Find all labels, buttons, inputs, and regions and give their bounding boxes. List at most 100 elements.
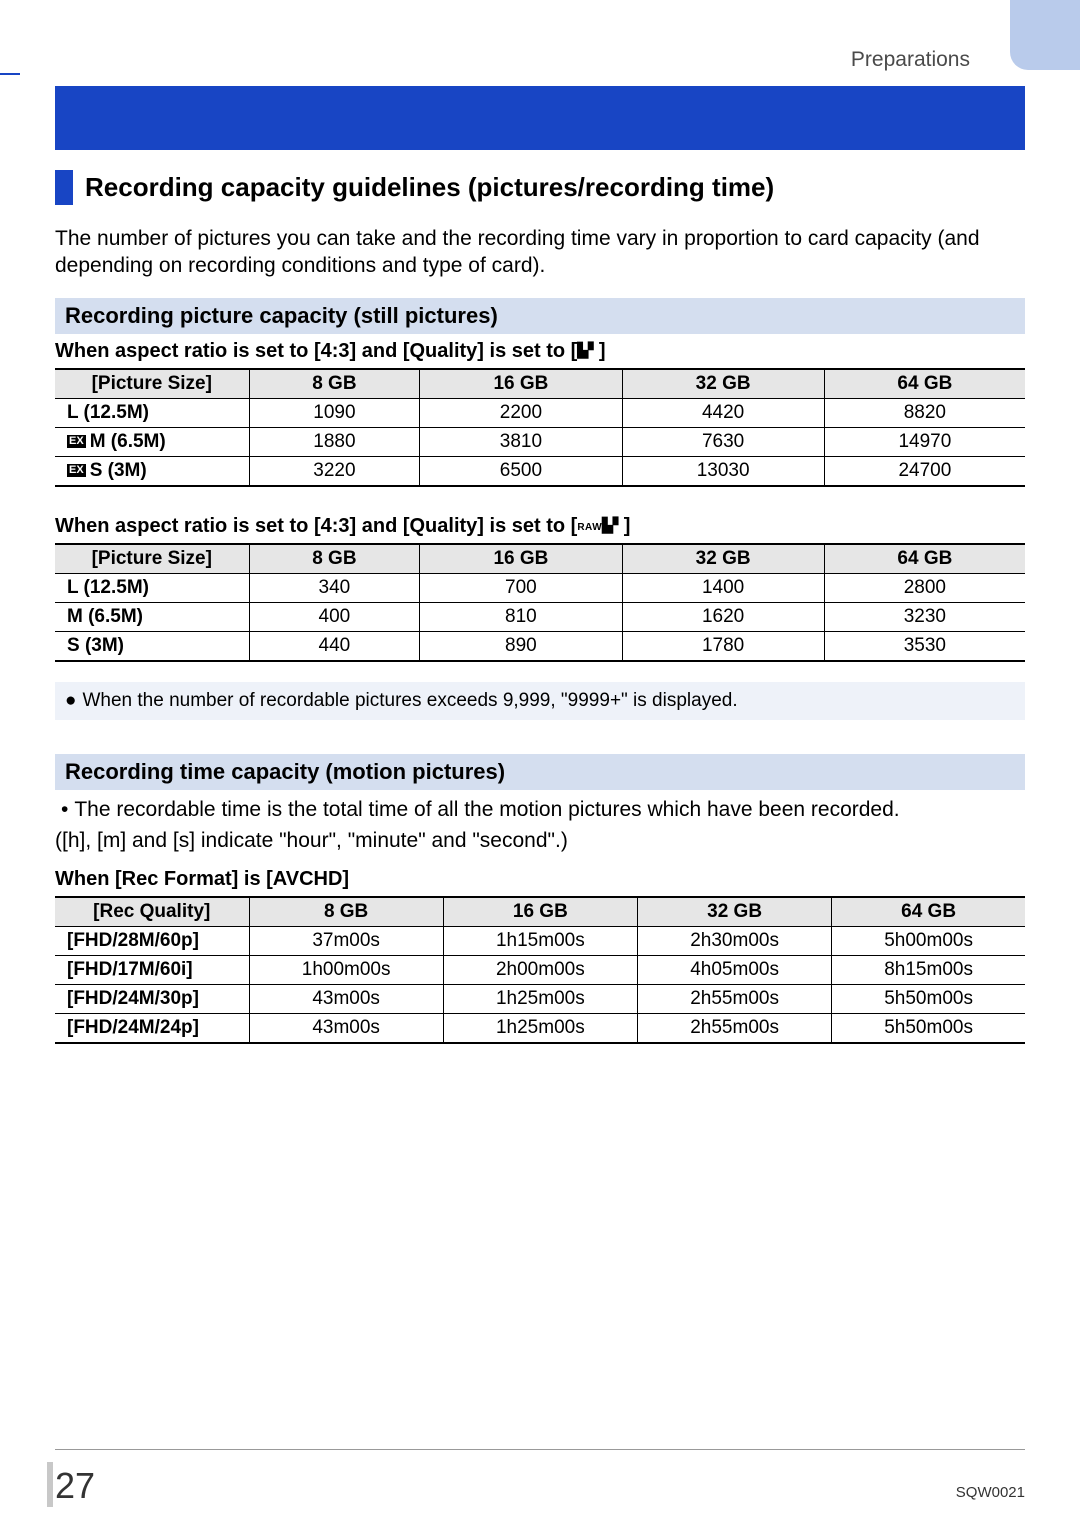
table-cell: 3810 bbox=[420, 427, 622, 456]
table-cell: 14970 bbox=[824, 427, 1025, 456]
table-cell: 1620 bbox=[622, 602, 824, 631]
table-cell: 340 bbox=[249, 573, 420, 602]
corner-tab bbox=[1010, 0, 1080, 70]
table-col-header: [Picture Size] bbox=[55, 369, 249, 399]
table-cell: 1400 bbox=[622, 573, 824, 602]
table-col-header: 8 GB bbox=[249, 897, 443, 927]
table-cell: 7630 bbox=[622, 427, 824, 456]
top-hairline bbox=[0, 73, 20, 75]
table-row: EXM (6.5M)18803810763014970 bbox=[55, 427, 1025, 456]
table-col-header: 16 GB bbox=[420, 544, 622, 574]
table-col-header: 32 GB bbox=[622, 369, 824, 399]
table-cell: 5h50m00s bbox=[832, 1014, 1025, 1044]
table-cell: 43m00s bbox=[249, 1014, 443, 1044]
table-cell: 5h50m00s bbox=[832, 985, 1025, 1014]
table-cell: 8h15m00s bbox=[832, 956, 1025, 985]
table-cell: 700 bbox=[420, 573, 622, 602]
table-col-header: 64 GB bbox=[824, 544, 1025, 574]
condition-quality-raw: When aspect ratio is set to [4:3] and [Q… bbox=[55, 515, 1025, 538]
table-cell: 8820 bbox=[824, 398, 1025, 427]
ex-badge: EX bbox=[67, 464, 86, 477]
table-cell: 24700 bbox=[824, 456, 1025, 486]
cond-avchd-text: When [Rec Format] is [AVCHD] bbox=[55, 868, 349, 891]
row-label: EXM (6.5M) bbox=[55, 427, 249, 456]
row-label: [FHD/24M/30p] bbox=[55, 985, 249, 1014]
table-picture-raw: [Picture Size]8 GB16 GB32 GB64 GB L (12.… bbox=[55, 543, 1025, 662]
title-bar bbox=[55, 86, 1025, 150]
table-row: L (12.5M)34070014002800 bbox=[55, 573, 1025, 602]
bullet-recordable-text: The recordable time is the total time of… bbox=[74, 796, 899, 823]
condition-avchd: When [Rec Format] is [AVCHD] bbox=[55, 868, 1025, 891]
intro-text: The number of pictures you can take and … bbox=[55, 225, 1025, 280]
row-label: S (3M) bbox=[55, 631, 249, 661]
condition-quality-fine: When aspect ratio is set to [4:3] and [Q… bbox=[55, 340, 1025, 363]
row-label: [FHD/28M/60p] bbox=[55, 927, 249, 956]
table-cell: 2h30m00s bbox=[637, 927, 831, 956]
page-content: Recording capacity guidelines (pictures/… bbox=[55, 170, 1025, 1072]
quality-raw-icon: ▙▘ bbox=[602, 517, 624, 534]
table-col-header: 16 GB bbox=[420, 369, 622, 399]
quality-raw-label: RAW bbox=[577, 522, 602, 533]
table-cell: 13030 bbox=[622, 456, 824, 486]
table-row: [FHD/24M/24p]43m00s1h25m00s2h55m00s5h50m… bbox=[55, 1014, 1025, 1044]
table-cell: 3220 bbox=[249, 456, 420, 486]
cond1-suffix: ] bbox=[599, 340, 606, 363]
table-cell: 1780 bbox=[622, 631, 824, 661]
legend-hms: ([h], [m] and [s] indicate "hour", "minu… bbox=[55, 827, 1025, 854]
table-cell: 1h25m00s bbox=[443, 985, 637, 1014]
table-cell: 1h00m00s bbox=[249, 956, 443, 985]
table-row: L (12.5M)1090220044208820 bbox=[55, 398, 1025, 427]
table-cell: 37m00s bbox=[249, 927, 443, 956]
table-col-header: 8 GB bbox=[249, 544, 420, 574]
table-cell: 2200 bbox=[420, 398, 622, 427]
bullet-icon: ● bbox=[65, 690, 76, 712]
table-cell: 810 bbox=[420, 602, 622, 631]
row-label: [FHD/17M/60i] bbox=[55, 956, 249, 985]
table-cell: 43m00s bbox=[249, 985, 443, 1014]
table-cell: 6500 bbox=[420, 456, 622, 486]
row-label: M (6.5M) bbox=[55, 602, 249, 631]
table-row: M (6.5M)40081016203230 bbox=[55, 602, 1025, 631]
table-cell: 2h55m00s bbox=[637, 985, 831, 1014]
table-col-header: 8 GB bbox=[249, 369, 420, 399]
table-cell: 2800 bbox=[824, 573, 1025, 602]
cond1-prefix: When aspect ratio is set to [4:3] and [Q… bbox=[55, 340, 577, 363]
table-cell: 1880 bbox=[249, 427, 420, 456]
table-row: EXS (3M)322065001303024700 bbox=[55, 456, 1025, 486]
section-time-capacity-heading: Recording time capacity (motion pictures… bbox=[55, 754, 1025, 790]
table-cell: 440 bbox=[249, 631, 420, 661]
table-row: [FHD/24M/30p]43m00s1h25m00s2h55m00s5h50m… bbox=[55, 985, 1025, 1014]
table-cell: 1h25m00s bbox=[443, 1014, 637, 1044]
note-text: When the number of recordable pictures e… bbox=[82, 690, 737, 711]
table-col-header: 64 GB bbox=[824, 369, 1025, 399]
table-picture-fine: [Picture Size]8 GB16 GB32 GB64 GB L (12.… bbox=[55, 368, 1025, 487]
table-row: [FHD/17M/60i]1h00m00s2h00m00s4h05m00s8h1… bbox=[55, 956, 1025, 985]
doc-code: SQW0021 bbox=[956, 1484, 1025, 1501]
table-cell: 3530 bbox=[824, 631, 1025, 661]
page-number: 27 bbox=[55, 1465, 95, 1507]
table-cell: 4h05m00s bbox=[637, 956, 831, 985]
cond2-suffix: ] bbox=[624, 515, 631, 538]
cond2-prefix: When aspect ratio is set to [4:3] and [Q… bbox=[55, 515, 577, 538]
ex-badge: EX bbox=[67, 435, 86, 448]
heading-chip bbox=[55, 170, 73, 205]
page-gutter-mark bbox=[47, 1462, 53, 1507]
table-col-header: 16 GB bbox=[443, 897, 637, 927]
table-cell: 5h00m00s bbox=[832, 927, 1025, 956]
quality-fine-icon: ▙▘ bbox=[577, 342, 599, 359]
chapter-label: Preparations bbox=[851, 48, 970, 72]
row-label: EXS (3M) bbox=[55, 456, 249, 486]
bullet-dot-icon: • bbox=[61, 796, 68, 823]
table-col-header: [Rec Quality] bbox=[55, 897, 249, 927]
table-col-header: [Picture Size] bbox=[55, 544, 249, 574]
table-cell: 3230 bbox=[824, 602, 1025, 631]
row-label: L (12.5M) bbox=[55, 573, 249, 602]
table-row: [FHD/28M/60p]37m00s1h15m00s2h30m00s5h00m… bbox=[55, 927, 1025, 956]
table-cell: 1h15m00s bbox=[443, 927, 637, 956]
row-label: L (12.5M) bbox=[55, 398, 249, 427]
note-9999: ● When the number of recordable pictures … bbox=[55, 682, 1025, 720]
table-col-header: 64 GB bbox=[832, 897, 1025, 927]
table-cell: 400 bbox=[249, 602, 420, 631]
table-avchd: [Rec Quality]8 GB16 GB32 GB64 GB [FHD/28… bbox=[55, 896, 1025, 1044]
main-heading-row: Recording capacity guidelines (pictures/… bbox=[55, 170, 1025, 205]
